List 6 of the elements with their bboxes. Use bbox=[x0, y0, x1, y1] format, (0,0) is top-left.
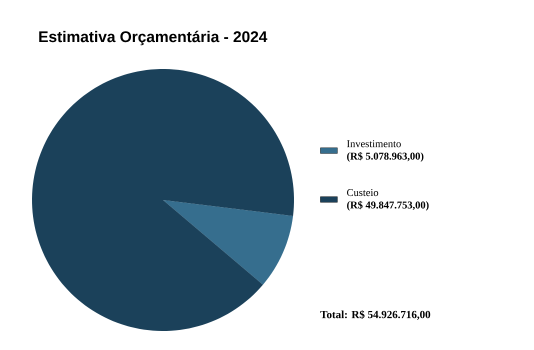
data-label: (R$ 5.078.963,00) bbox=[347, 152, 424, 162]
text: Total: R$ 54.926.716,00 bbox=[320, 310, 430, 320]
legend-label: Custeio bbox=[347, 189, 378, 196]
legend-label: Investimento bbox=[346, 140, 401, 148]
chart-title: Estimativa Orçamentária - 2024 bbox=[39, 30, 268, 46]
data-label: (R$ 49.847.753,00) bbox=[347, 200, 429, 211]
